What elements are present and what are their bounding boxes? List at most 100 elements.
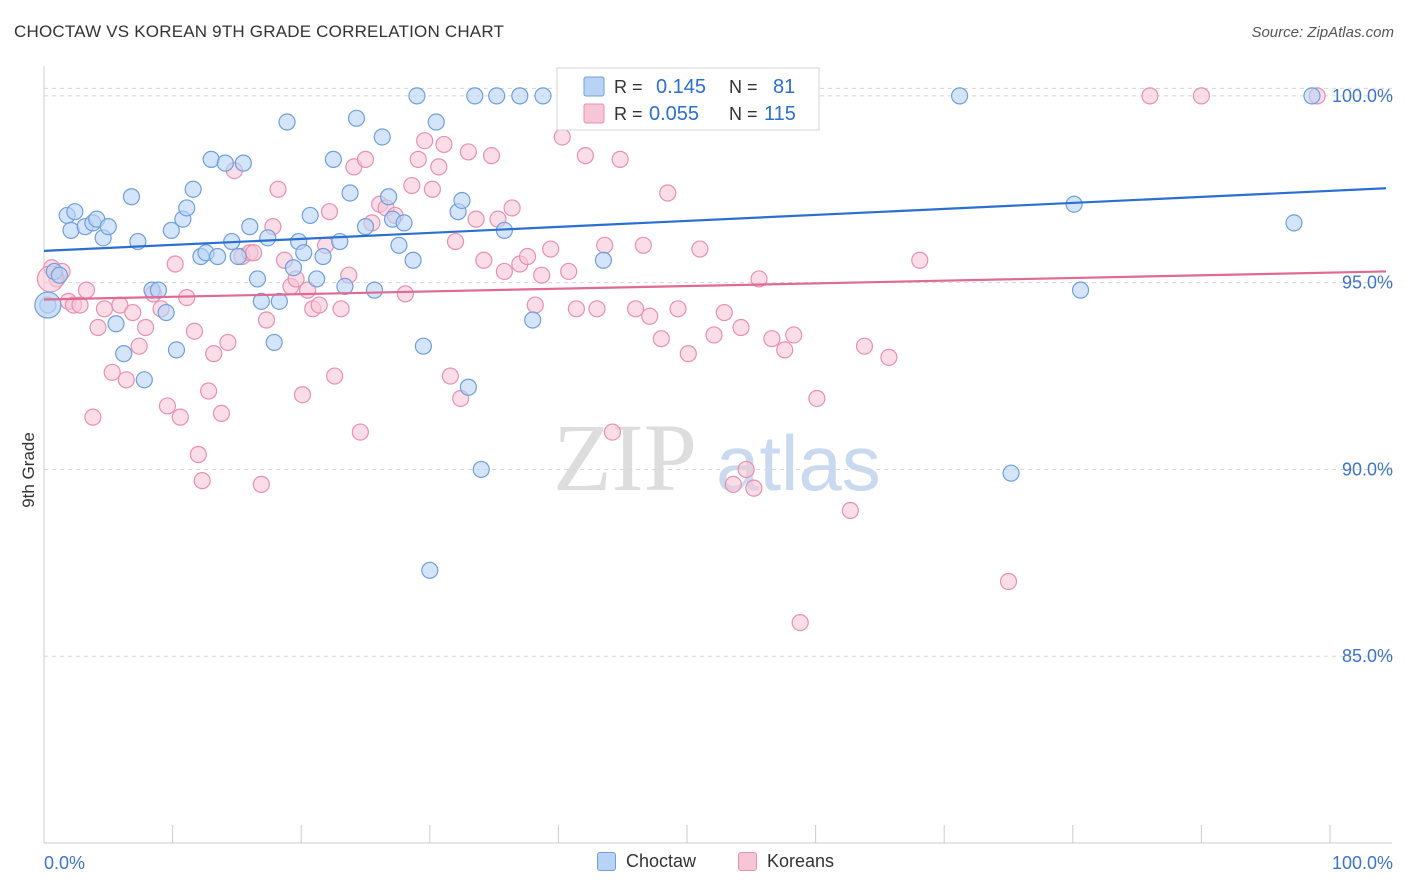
choctaw-point (341, 184, 359, 202)
koreans-point (576, 147, 595, 165)
koreans-point (560, 262, 578, 281)
axes (43, 66, 1392, 844)
choctaw-point (414, 337, 432, 355)
koreans-point (356, 150, 375, 168)
choctaw-point (50, 266, 69, 284)
koreans-point (737, 460, 755, 479)
koreans-point (95, 300, 114, 318)
choctaw-point (178, 199, 196, 217)
koreans-point (808, 389, 826, 408)
koreans-point (310, 296, 328, 314)
koreans-point (416, 132, 434, 150)
koreans-point (855, 337, 874, 355)
bottom-legend-koreans: Koreans (738, 851, 834, 872)
koreans-point (503, 199, 521, 217)
choctaw-point (365, 281, 384, 299)
choctaw-point (421, 561, 439, 579)
choctaw-point (167, 341, 186, 359)
koreans-point (603, 423, 622, 441)
choctaw-point (99, 218, 117, 236)
koreans-point (999, 572, 1018, 591)
koreans-point (396, 285, 414, 303)
choctaw-point (324, 150, 342, 168)
choctaw-point (314, 247, 332, 266)
koreans-trend-line (43, 270, 1387, 301)
koreans-point (553, 128, 571, 146)
koreans-point (526, 296, 544, 314)
koreans-point (679, 345, 697, 363)
choctaw-point (373, 128, 391, 146)
koreans-point (495, 262, 513, 281)
koreans-point (351, 423, 369, 441)
choctaw-point (380, 188, 398, 206)
choctaw-point (390, 236, 408, 254)
koreans-point (641, 307, 659, 325)
choctaw-point (356, 218, 375, 236)
koreans-point (467, 210, 485, 228)
koreans-point (446, 232, 465, 251)
gridlines (44, 87, 1392, 657)
choctaw-point (1071, 281, 1090, 299)
choctaw-point (107, 315, 125, 333)
koreans-point (71, 296, 89, 314)
koreans-point (518, 247, 537, 266)
koreans-point (189, 445, 207, 464)
legend-swatch-choctaw (583, 76, 605, 97)
bottom-legend: Choctaw Koreans (0, 851, 1406, 879)
koreans-point (212, 404, 231, 423)
choctaw-point (1303, 87, 1321, 105)
koreans-point (193, 472, 211, 490)
choctaw-point (241, 218, 259, 236)
choctaw-point (265, 333, 283, 352)
choctaw-point (427, 113, 445, 131)
koreans-point (691, 240, 709, 258)
koreans-swatch (738, 852, 757, 871)
choctaw-point (951, 87, 969, 105)
stats-legend: R = 0.145 N = 81 R = 0.055 N = 115 (556, 67, 820, 131)
choctaw-point (1002, 464, 1020, 482)
choctaw-point (62, 221, 80, 239)
choctaw-point (184, 180, 202, 198)
choctaw-point (453, 191, 471, 210)
koreans-point (1141, 87, 1159, 105)
choctaw-point (149, 281, 168, 299)
koreans-point (326, 367, 344, 385)
bottom-legend-koreans-label: Koreans (767, 851, 835, 871)
koreans-point (257, 311, 276, 329)
koreans-point (459, 143, 477, 161)
koreans-point (158, 397, 177, 415)
choctaw-point (278, 113, 296, 131)
y-tick-labels: 85.0% 90.0% 95.0% 100.0% (1332, 86, 1393, 666)
choctaw-point (395, 214, 413, 232)
choctaw-point (66, 203, 84, 221)
koreans-point (880, 348, 898, 366)
choctaw-point (115, 345, 133, 363)
choctaw-point (408, 87, 426, 105)
choctaw-point (594, 251, 613, 269)
koreans-point (200, 382, 218, 400)
koreans-point (252, 475, 270, 493)
koreans-point (475, 251, 493, 269)
choctaw-point (216, 154, 234, 172)
koreans-point (409, 150, 427, 168)
y-tick-label: 100.0% (1332, 86, 1393, 106)
koreans-point (332, 300, 350, 318)
koreans-point (103, 363, 121, 381)
koreans-point (715, 303, 733, 322)
choctaw-point (301, 206, 319, 225)
koreans-point (293, 386, 312, 404)
koreans-point (724, 475, 742, 493)
koreans-point (596, 236, 614, 254)
legend-n-value-koreans: 115 (764, 103, 796, 125)
choctaw-point (534, 87, 552, 105)
koreans-point (611, 150, 629, 168)
legend-r-value-koreans: 0.055 (649, 103, 699, 125)
koreans-point (776, 341, 794, 359)
source-label: Source: ZipAtlas.com (1251, 24, 1394, 41)
koreans-point (705, 326, 723, 344)
koreans-point (403, 176, 421, 195)
chart-title: CHOCTAW VS KOREAN 9TH GRADE CORRELATION … (14, 22, 505, 41)
koreans-point (732, 318, 750, 337)
koreans-point (205, 345, 223, 363)
